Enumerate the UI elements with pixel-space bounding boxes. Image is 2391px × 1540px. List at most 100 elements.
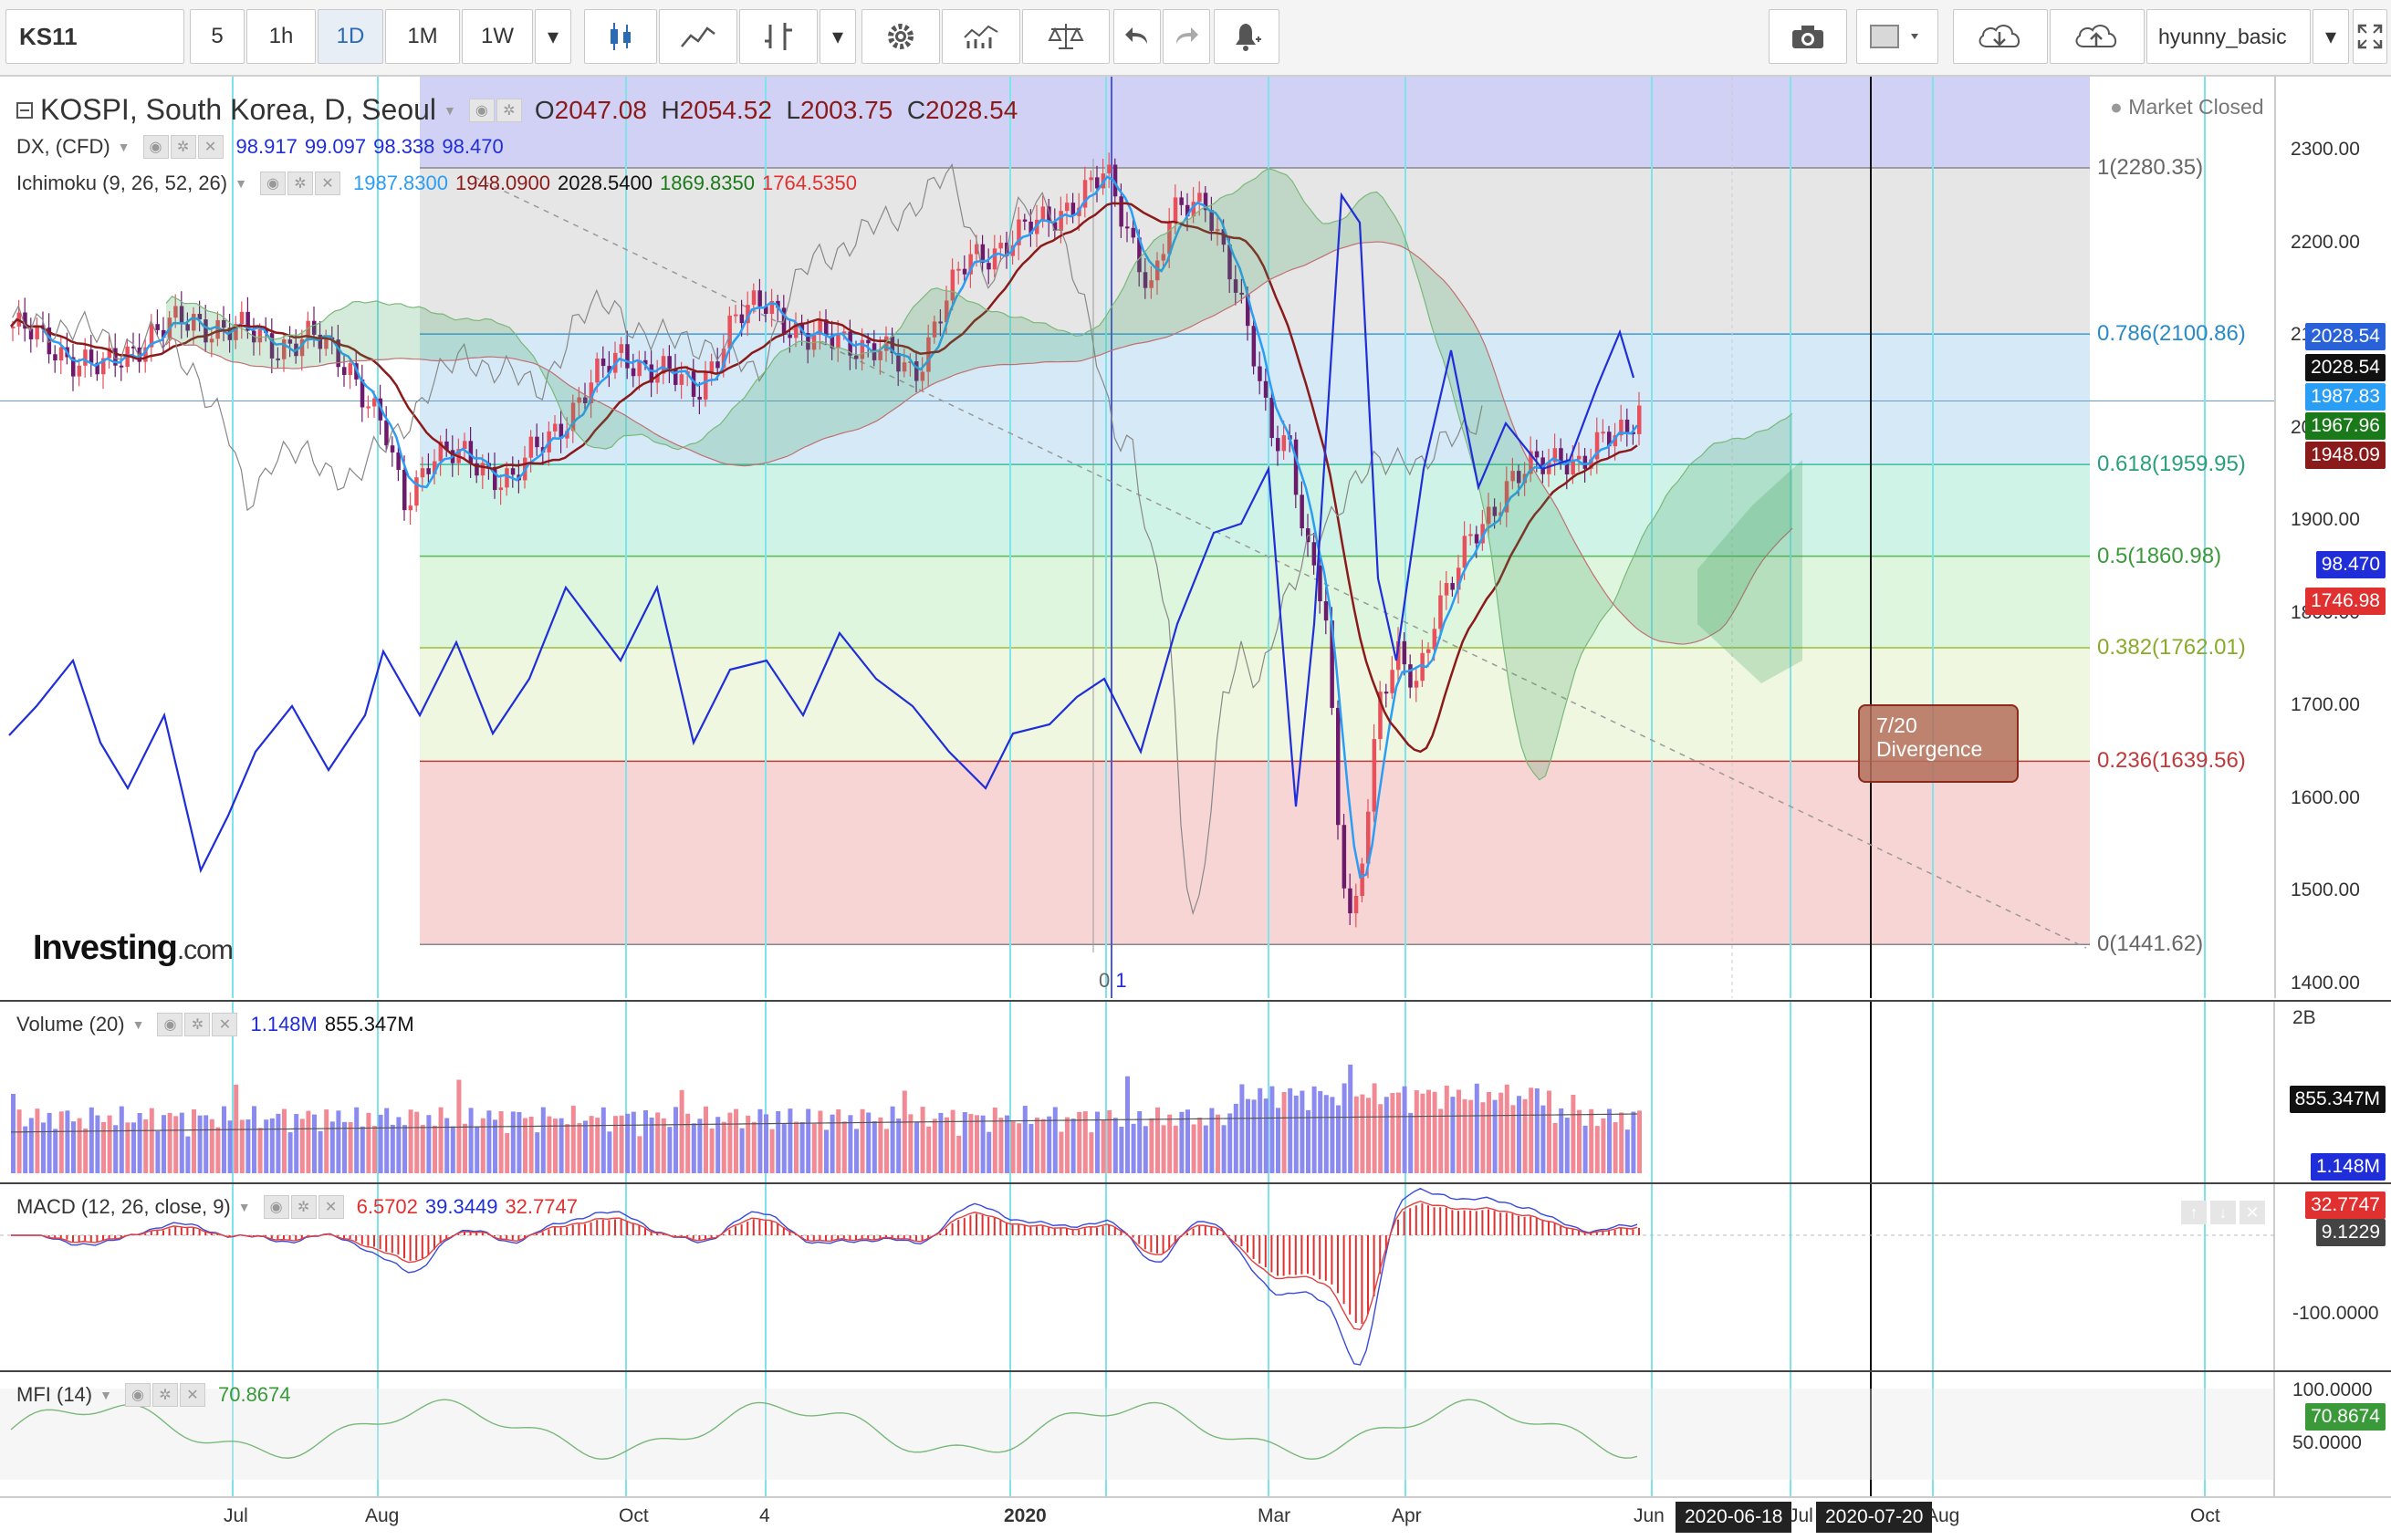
volume-pane[interactable]: Volume (20) ▼ ◉✲✕ 1.148M 855.347M 2B 1B … (0, 1000, 2391, 1182)
price-chart[interactable] (0, 77, 2391, 998)
volume-bar (1010, 1121, 1016, 1173)
eye-icon[interactable]: ◉ (259, 172, 286, 195)
candle-body (1444, 583, 1449, 596)
load-layout-button[interactable] (1953, 9, 2048, 64)
symbol-input[interactable]: KS11 (5, 9, 184, 64)
alert-button[interactable] (1214, 9, 1279, 64)
arrow-up-icon[interactable]: ↑ (2181, 1201, 2207, 1224)
color-picker-button[interactable] (1856, 9, 1938, 64)
candle-body (318, 334, 323, 349)
undo-button[interactable] (1113, 9, 1161, 64)
interval-5-button[interactable]: 5 (190, 9, 245, 64)
save-layout-button[interactable] (2050, 9, 2145, 64)
layout-dropdown[interactable]: ▾ (2313, 9, 2349, 64)
volume-bar (685, 1113, 691, 1173)
pane-controls[interactable]: ↑ ↓ ✕ (2181, 1201, 2265, 1224)
future-cloud (1697, 460, 1802, 683)
interval-1d-button[interactable]: 1D (318, 9, 383, 64)
volume-buttons[interactable]: ◉ ✲ ✕ (157, 1013, 238, 1036)
mfi-pane[interactable]: MFI (14) ▼ ◉ ✲ ✕ 70.8674 100.0000 50.0000 … (0, 1370, 2391, 1496)
close-icon[interactable]: ✕ (2240, 1201, 2265, 1224)
candle-body (360, 379, 365, 408)
eye-icon[interactable]: ◉ (124, 1383, 151, 1407)
ichimoku-buttons[interactable]: ◉ ✲ ✕ (259, 172, 340, 195)
volume-bar (47, 1112, 52, 1173)
interval-1w-button[interactable]: 1W (462, 9, 533, 64)
close-icon[interactable]: ✕ (318, 1195, 344, 1219)
fib-label: 0.786(2100.86) (2097, 321, 2246, 347)
interval-dropdown[interactable]: ▾ (535, 9, 571, 64)
interval-1h-button[interactable]: 1h (246, 9, 316, 64)
volume-tag-ma: 855.347M (2289, 1086, 2386, 1113)
close-icon[interactable]: ✕ (314, 172, 340, 195)
series-buttons[interactable]: ◉ ✲ (468, 98, 522, 122)
fullscreen-button[interactable] (2353, 9, 2387, 64)
eye-icon[interactable]: ◉ (263, 1195, 289, 1219)
arrow-down-icon[interactable]: ↓ (2210, 1201, 2236, 1224)
snapshot-button[interactable] (1769, 9, 1847, 64)
macd-buttons[interactable]: ◉ ✲ ✕ (263, 1195, 344, 1219)
gear-icon[interactable]: ✲ (287, 172, 313, 195)
macd-line-value: 39.3449 (424, 1195, 498, 1218)
redo-button[interactable] (1163, 9, 1210, 64)
compare-button[interactable] (1022, 9, 1110, 64)
gear-icon[interactable]: ✲ (290, 1195, 317, 1219)
chevron-down-icon[interactable]: ▼ (444, 102, 456, 118)
volume-bar (1607, 1108, 1612, 1173)
candle-body (192, 313, 196, 331)
gear-icon[interactable]: ✲ (170, 135, 196, 159)
chevron-down-icon[interactable]: ▼ (117, 140, 131, 154)
macd-pane[interactable]: MACD (12, 26, close, 9) ▼ ◉ ✲ ✕ 6.5702 39.… (0, 1182, 2391, 1370)
close-icon[interactable]: ✕ (197, 135, 224, 159)
bar-type-dropdown[interactable]: ▾ (820, 9, 856, 64)
eye-icon[interactable]: ◉ (157, 1013, 183, 1036)
indicators-button[interactable] (942, 9, 1020, 64)
volume-bar (818, 1110, 823, 1173)
eye-icon[interactable]: ◉ (468, 98, 495, 122)
chevron-down-icon[interactable]: ▼ (99, 1388, 112, 1402)
gear-icon[interactable]: ✲ (184, 1013, 211, 1036)
dx-buttons[interactable]: ◉ ✲ ✕ (142, 135, 224, 159)
candle-body (932, 321, 937, 338)
price-pane[interactable]: KOSPI, South Korea, D, Seoul ▼ ◉ ✲ O2047.… (0, 77, 2391, 998)
time-axis[interactable]: Jul Aug Oct 4 2020 Mar Apr Jun Jul Aug Oct 2020-06-… (0, 1496, 2391, 1540)
mfi-chart[interactable] (0, 1372, 2391, 1496)
fib-label: 0.618(1959.95) (2097, 452, 2246, 477)
close-icon[interactable]: ✕ (179, 1383, 205, 1407)
mfi-buttons[interactable]: ◉ ✲ ✕ (124, 1383, 205, 1407)
volume-bar (1251, 1099, 1257, 1173)
close-icon[interactable]: ✕ (212, 1013, 238, 1036)
volume-bar (764, 1114, 768, 1173)
layout-name[interactable]: hyunny_basic (2146, 9, 2311, 64)
line-chart-button[interactable] (659, 9, 737, 64)
volume-bar (1540, 1105, 1546, 1173)
volume-bar (1577, 1109, 1582, 1173)
eye-icon[interactable]: ◉ (142, 135, 169, 159)
ichimoku-chikou-value: 2028.5400 (557, 172, 653, 194)
chevron-down-icon[interactable]: ▼ (131, 1017, 145, 1032)
candles-button[interactable] (584, 9, 657, 64)
collapse-icon[interactable] (16, 101, 33, 119)
volume-bar (1269, 1086, 1275, 1173)
bar-type-button[interactable] (739, 9, 818, 64)
volume-bar (866, 1112, 872, 1173)
volume-bar (553, 1119, 558, 1173)
candle-body (282, 339, 287, 359)
macd-chart[interactable] (0, 1184, 2391, 1370)
volume-bar (528, 1117, 534, 1173)
interval-1m-button[interactable]: 1M (385, 9, 460, 64)
volume-bar (1619, 1112, 1624, 1173)
volume-bar (1564, 1118, 1570, 1173)
fib-band (420, 556, 2090, 649)
chevron-down-icon[interactable]: ▼ (235, 176, 247, 191)
event-marker[interactable]: 0 1 (1099, 969, 1127, 993)
ohlc-close-label: C (906, 95, 926, 124)
settings-button[interactable] (861, 9, 940, 64)
candle-body (1571, 459, 1575, 474)
gear-icon[interactable]: ✲ (496, 98, 522, 122)
gear-icon[interactable]: ✲ (151, 1383, 178, 1407)
volume-bar (655, 1112, 661, 1173)
volume-chart[interactable] (0, 1002, 2391, 1182)
divergence-annotation[interactable]: 7/20 Divergence (1858, 704, 2019, 783)
chevron-down-icon[interactable]: ▼ (237, 1200, 251, 1214)
